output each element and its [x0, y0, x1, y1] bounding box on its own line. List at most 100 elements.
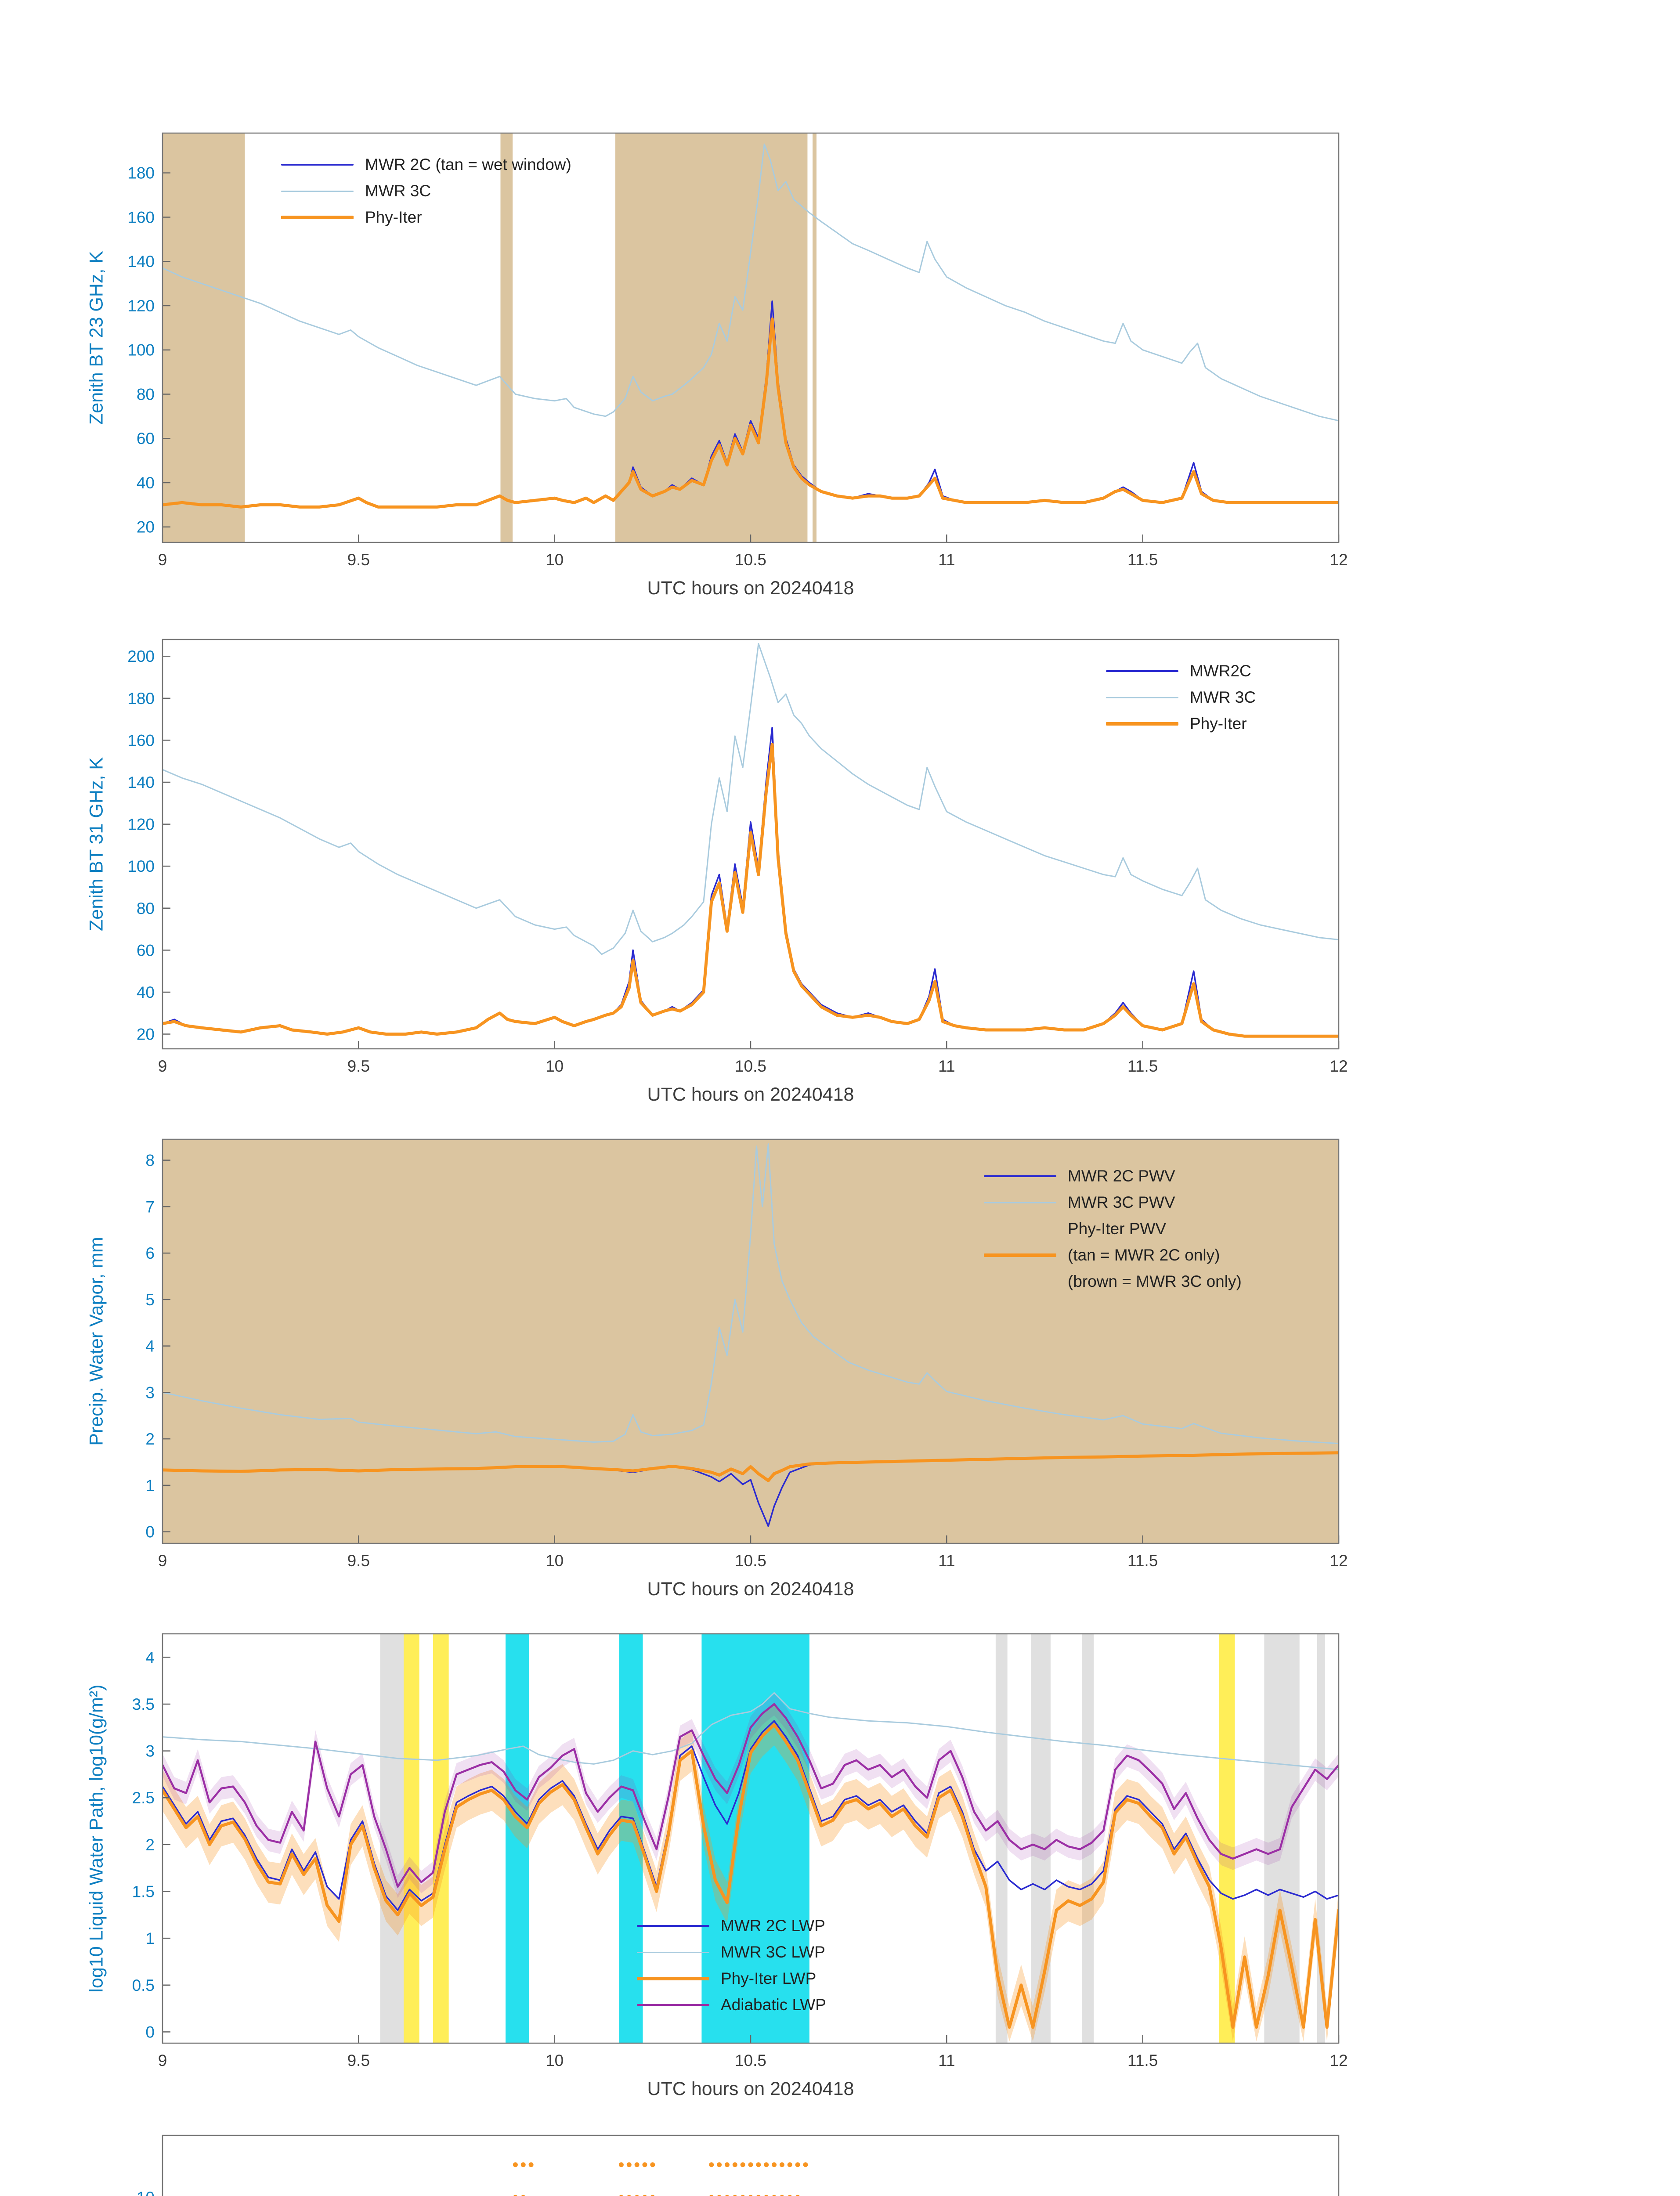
x-tick-label: 9 [158, 1552, 167, 1570]
x-tick-label: 10 [546, 1552, 564, 1570]
dq-flag-point [756, 2162, 761, 2167]
panel-bt31: 9 9.5 10 10.5 11 11.5 12 20 40 60 80 100 120 140 160 18… [127, 639, 1348, 1075]
x-tick-label: 11.5 [1127, 1552, 1158, 1570]
x-tick-label: 11 [938, 551, 955, 569]
dq-flag-point [717, 2162, 722, 2167]
series-line-mwr2c [163, 726, 1339, 1037]
series-line-phy-iter [163, 743, 1339, 1038]
y-tick-label: 2 [145, 1836, 155, 1854]
legend-panel-1: MWR 2C (tan = wet window) MWR 3C Phy-Iter [281, 152, 571, 231]
legend-item: MWR2C [1106, 658, 1256, 684]
legend-line-sample [637, 2004, 709, 2006]
shaded-band [1219, 1634, 1235, 2043]
axes-box [162, 1633, 1340, 2044]
y-tick-label: 4 [145, 1337, 155, 1355]
xlabel-pwv: UTC hours on 20240418 [647, 1578, 854, 1600]
dq-flag-point [724, 2162, 730, 2167]
shaded-band [506, 1634, 529, 2043]
ylabel-lwp: log10 Liquid Water Path, log10(g/m²) [86, 1684, 107, 1993]
legend-item: MWR 2C PWV [984, 1163, 1242, 1189]
x-tick-label: 12 [1330, 1552, 1348, 1570]
y-tick-label: 140 [127, 253, 155, 271]
dq-flag-point [650, 2195, 655, 2196]
legend-line-sample [1106, 722, 1178, 726]
legend-panel-4: MWR 2C LWP MWR 3C LWP Phy-Iter LWP Adiabati… [637, 1913, 826, 2018]
y-tick-label: 100 [127, 857, 155, 875]
x-tick-label: 10 [546, 2052, 564, 2070]
y-tick-label: 8 [145, 1152, 155, 1170]
series-line-mwr-3c [163, 643, 1339, 955]
legend-item: (brown = MWR 3C only) [984, 1268, 1242, 1295]
series-line-phy-iter-lwp [163, 1723, 1339, 2029]
x-tick-label: 10.5 [735, 1552, 766, 1570]
legend-label: Phy-Iter [1190, 715, 1247, 733]
legend-line-sample [281, 164, 354, 166]
dq-flag-point [772, 2162, 777, 2167]
y-tick-label: 5 [145, 1291, 155, 1309]
y-tick-label: 160 [127, 208, 155, 226]
y-tick-label: 3 [145, 1383, 155, 1401]
dq-flag-point [748, 2195, 753, 2196]
ylabel-bt23: Zenith BT 23 GHz, K [86, 251, 107, 425]
dq-flag-point [725, 2195, 730, 2196]
shaded-band [163, 133, 245, 542]
x-tick-label: 10 [546, 1057, 564, 1075]
legend-line-sample [1106, 697, 1178, 698]
x-tick-label: 9.5 [347, 2052, 370, 2070]
y-tick-label: 200 [127, 647, 155, 665]
dq-flag-point [741, 2195, 745, 2196]
y-tick-label: 1 [145, 1477, 155, 1495]
dq-flag-point [764, 2195, 769, 2196]
axes-box [162, 132, 1340, 543]
dq-flag-point [779, 2162, 784, 2167]
y-tick-label: 7 [145, 1198, 155, 1216]
y-tick-label: 1 [145, 1929, 155, 1947]
legend-label: Phy-Iter PWV [1068, 1220, 1167, 1238]
shaded-band [403, 1634, 419, 2043]
dq-flag-point [764, 2162, 769, 2167]
ylabel-pwv: Precip. Water Vapor, mm [86, 1237, 107, 1446]
shaded-band [813, 133, 817, 542]
panel-bt23: 9 9.5 10 10.5 11 11.5 12 20 40 60 80 100 120 140 160 18… [127, 132, 1348, 569]
x-tick-label: 11.5 [1127, 551, 1158, 569]
y-tick-label: 3 [145, 1742, 155, 1760]
y-tick-label: 1.5 [132, 1882, 155, 1900]
y-tick-label: 60 [137, 430, 155, 448]
x-tick-label: 11 [938, 2052, 955, 2070]
x-tick-label: 10.5 [735, 1057, 766, 1075]
axes-box [162, 639, 1340, 1050]
y-tick-label: 140 [127, 773, 155, 791]
legend-item: (tan = MWR 2C only) [984, 1242, 1242, 1268]
x-tick-label: 10 [546, 551, 564, 569]
ylabel-bt31: Zenith BT 31 GHz, K [86, 757, 107, 931]
legend-panel-3: MWR 2C PWV MWR 3C PWV Phy-Iter PWV (tan = M… [984, 1163, 1242, 1295]
xlabel-bt23: UTC hours on 20240418 [647, 578, 854, 599]
dq-flag-point [756, 2195, 761, 2196]
legend-line-sample [637, 1977, 709, 1980]
axes-box [162, 1138, 1340, 1544]
x-tick-label: 11.5 [1127, 2052, 1158, 2070]
dq-flag-point [650, 2162, 655, 2167]
y-tick-label: 0 [145, 2023, 155, 2041]
xlabel-lwp: UTC hours on 20240418 [647, 2078, 854, 2099]
dq-flag-point [635, 2195, 639, 2196]
series-line-mwr-3c-lwp [163, 1692, 1339, 1770]
legend-item: MWR 3C [281, 178, 571, 204]
legend-label: Adiabatic LWP [721, 1996, 826, 2014]
x-tick-label: 12 [1330, 2052, 1348, 2070]
y-tick-label: 6 [145, 1244, 155, 1262]
dq-flag-point [772, 2195, 777, 2196]
legend-line-sample [984, 1175, 1056, 1177]
y-tick-label: 160 [127, 731, 155, 749]
legend-line-sample [1106, 670, 1178, 672]
dq-flag-point [803, 2162, 808, 2167]
legend-item: Phy-Iter [281, 204, 571, 231]
x-tick-label: 9.5 [347, 1057, 370, 1075]
x-tick-label: 9 [158, 2052, 167, 2070]
series-line-mwr-3c [163, 143, 1339, 422]
